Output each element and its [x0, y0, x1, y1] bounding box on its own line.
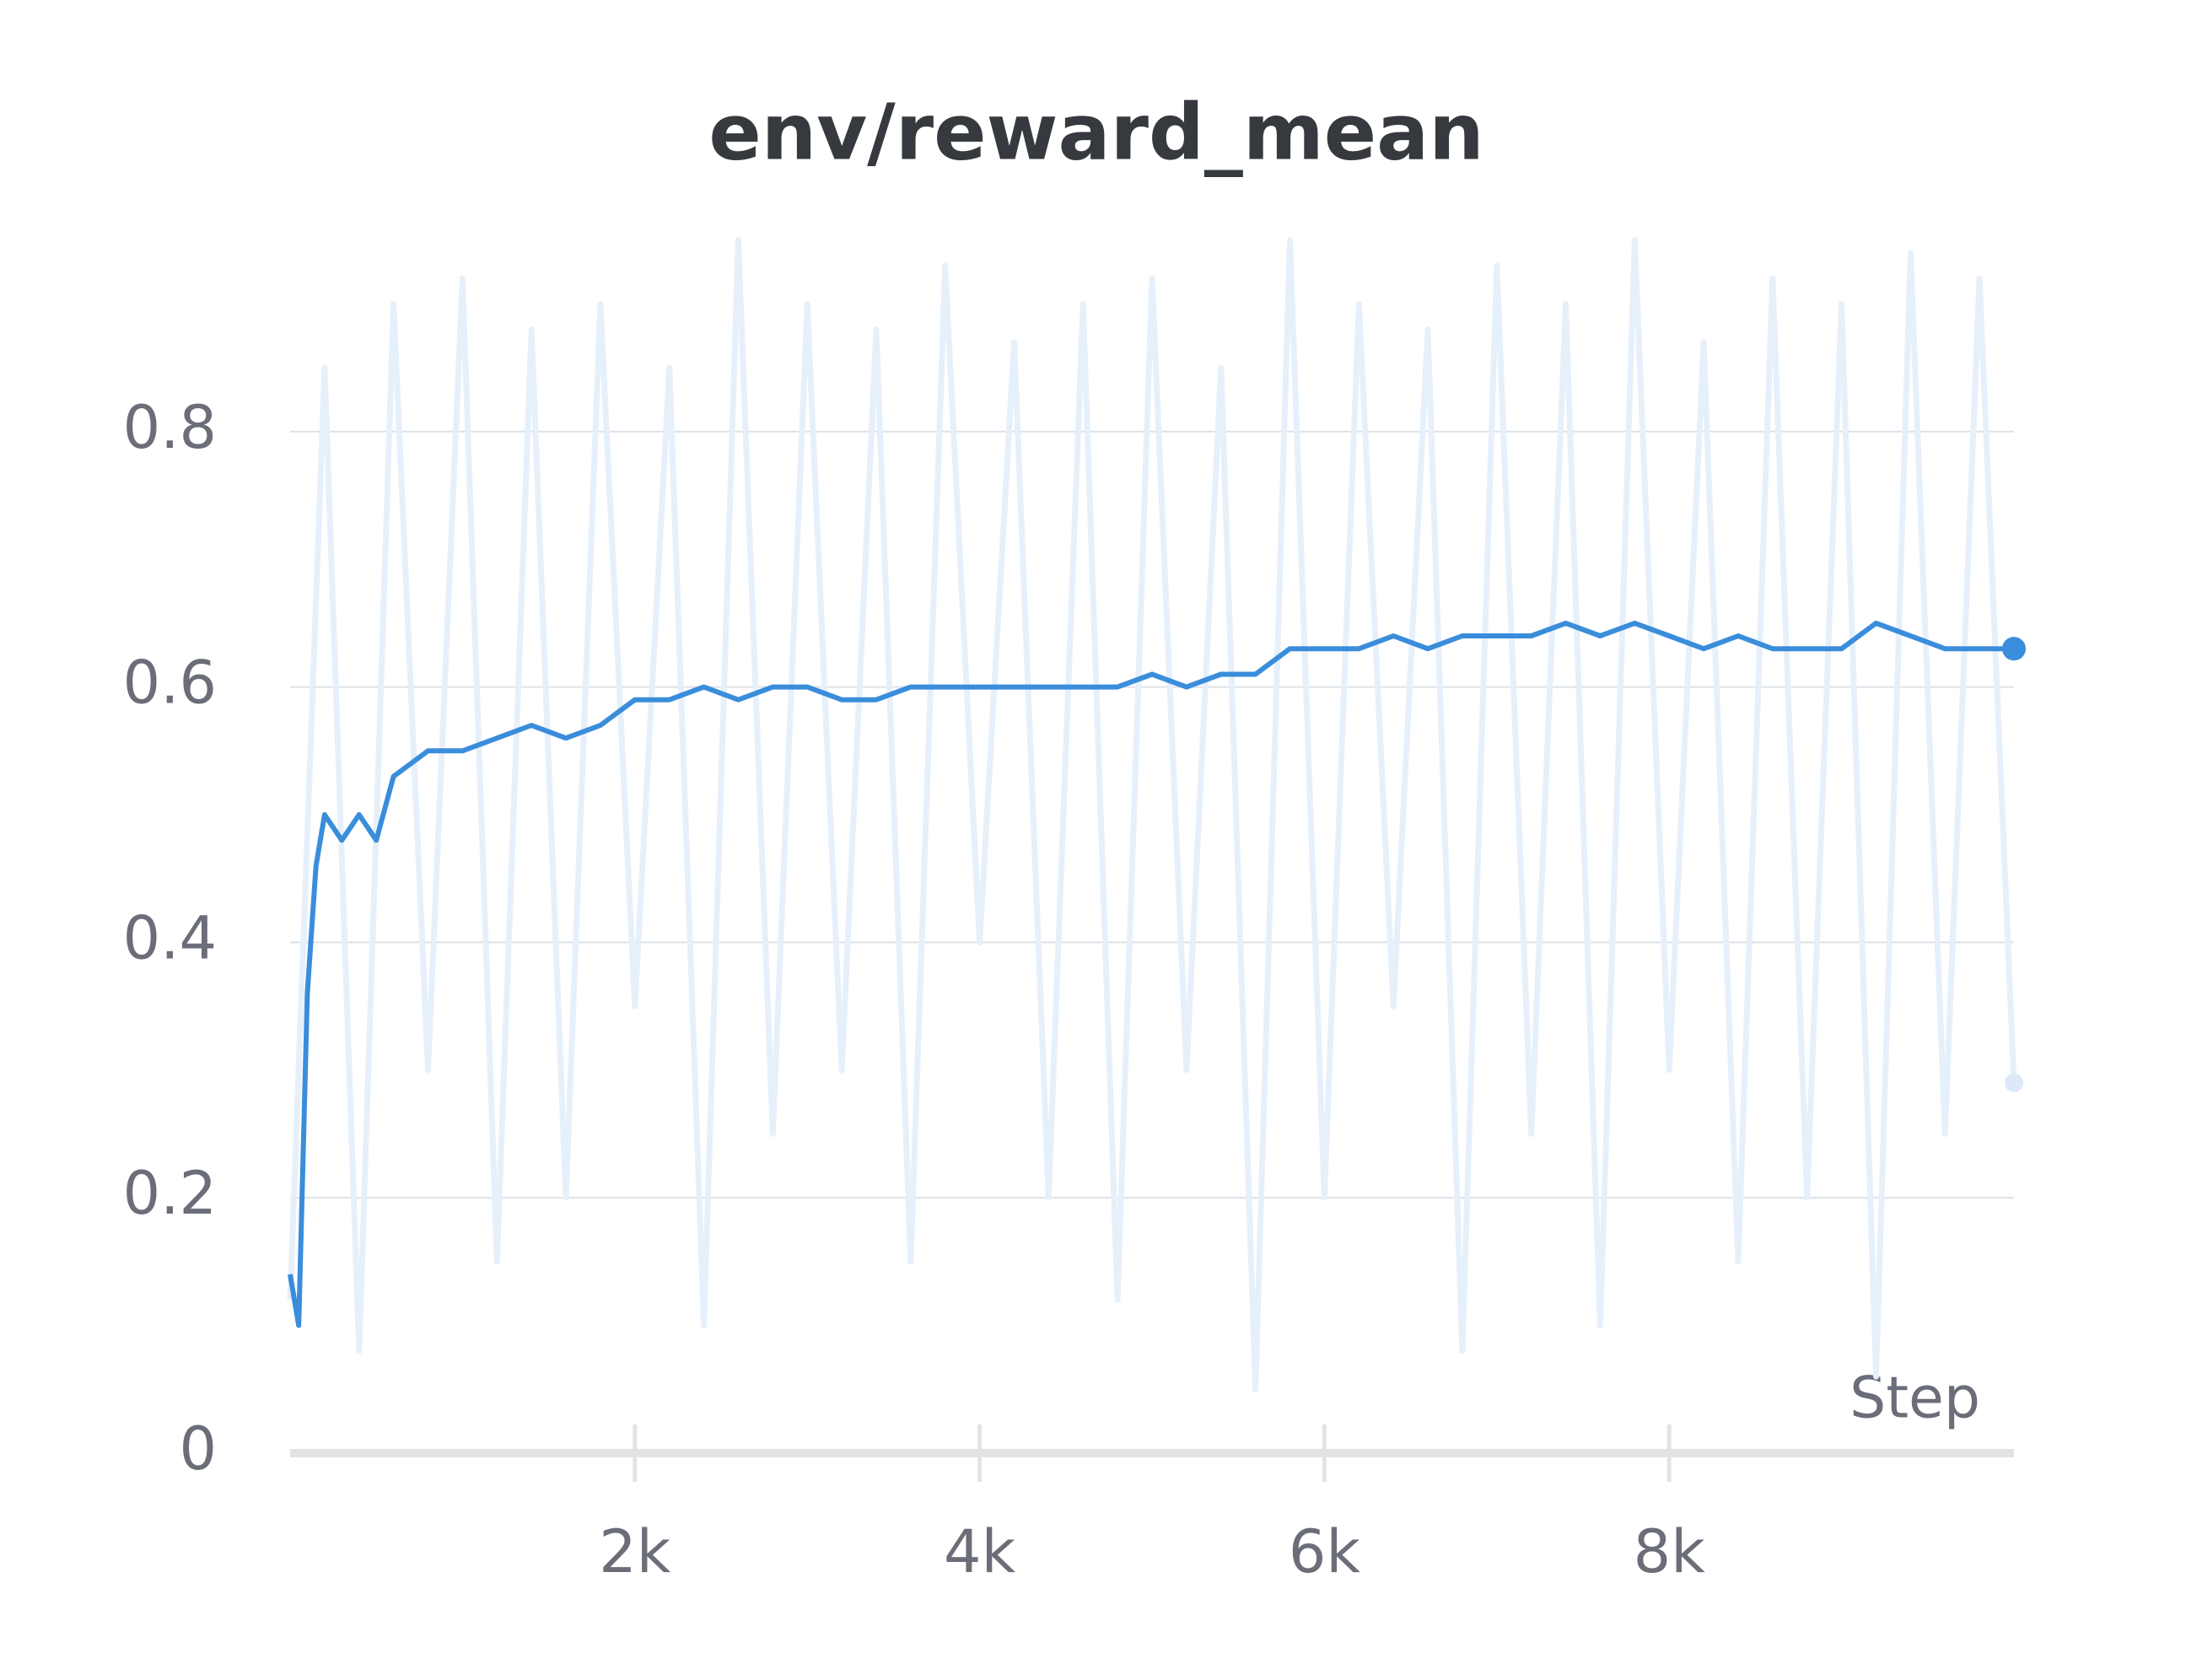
raw-line — [287, 237, 2017, 1392]
y-tick-label: 0.6 — [123, 649, 217, 718]
x-tick-label: 2k — [599, 1517, 671, 1586]
y-tick-label: 0.8 — [123, 393, 217, 462]
end-point — [2002, 637, 2026, 661]
y-tick-label: 0.2 — [123, 1159, 217, 1228]
x-tick-label: 8k — [1634, 1517, 1706, 1586]
smoothed-line — [288, 620, 2014, 1328]
y-tick-label: 0.4 — [123, 903, 217, 972]
x-axis-label: Step — [1849, 1365, 1980, 1432]
chart-title: env/reward_mean — [708, 87, 1483, 177]
x-tick-label: 6k — [1289, 1517, 1361, 1586]
end-point — [2005, 1073, 2023, 1092]
x-tick-label: 4k — [944, 1517, 1016, 1586]
y-tick-label: 0 — [179, 1414, 217, 1483]
